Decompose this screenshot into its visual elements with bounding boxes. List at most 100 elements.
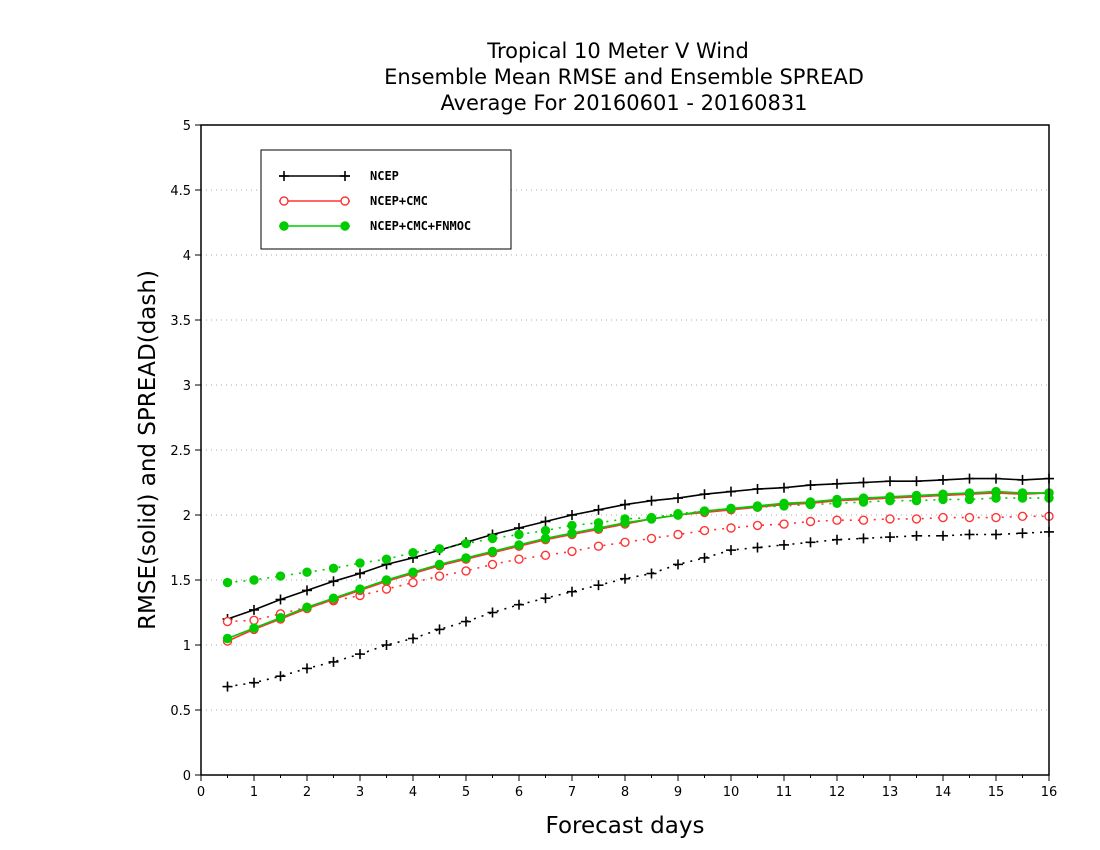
ncep-cmc-fnmoc-rmse-point [567,528,577,538]
x-tick-label: 14 [935,785,952,800]
ncep-cmc-spread-point [832,515,842,525]
x-tick-label: 10 [723,785,740,800]
ncep-cmc-fnmoc-rmse-point [249,623,259,633]
ncep-spread-point [1017,528,1028,539]
ncep-rmse-point [275,594,286,605]
legend-label: NCEP+CMC+FNMOC [370,219,471,233]
ncep-rmse-point [249,604,259,615]
ncep-cmc-spread-point [381,584,392,594]
series-lines [227,477,1050,688]
ncep-cmc-fnmoc-rmse-point [540,533,551,544]
ncep-spread-point [434,624,445,635]
chart-title: Tropical 10 Meter V Wind Ensemble Mean R… [384,39,864,115]
ncep-cmc-fnmoc-spread-point [355,558,365,568]
ncep-rmse-point [858,477,869,488]
legend-marker [340,221,350,231]
ncep-cmc-fnmoc-rmse-point [858,493,869,503]
ncep-cmc-fnmoc-spread-point [302,567,312,577]
x-tick-label: 1 [250,785,258,800]
x-tick-label: 7 [568,785,576,800]
ncep-rmse-point [911,476,922,487]
ncep-cmc-spread-point [885,514,895,524]
y-tick-label: 1 [183,639,191,654]
ncep-rmse-point [593,504,604,515]
title-line-3: Average For 20160601 - 20160831 [440,91,807,115]
ncep-cmc-spread-point [249,615,259,625]
ncep-cmc-fnmoc-spread-line [227,497,1049,584]
ncep-rmse-point [1017,474,1028,485]
ncep-rmse-point [567,510,577,520]
ncep-cmc-fnmoc-rmse-point [302,602,312,612]
ncep-spread-point [726,545,736,556]
ncep-spread-point [911,530,922,541]
ncep-spread-point [805,537,816,548]
ncep-spread-point [673,559,683,570]
ncep-rmse-point [620,499,630,510]
ncep-rmse-point [805,480,816,491]
ncep-cmc-spread-point [487,559,498,570]
ncep-rmse-point [964,473,975,484]
ncep-cmc-fnmoc-rmse-point [620,518,630,528]
x-tick-label: 0 [197,785,205,800]
ncep-rmse-point [752,484,763,494]
ncep-cmc-spread-point [222,616,233,627]
ncep-spread-point [858,533,869,544]
ncep-cmc-fnmoc-rmse-point [779,498,789,508]
y-axis: 0 0.5 1 1.5 2 2.5 3 3.5 4 4.5 5 [170,119,201,784]
ncep-spread-point [699,552,710,563]
x-tick-label: 9 [674,785,682,800]
ncep-cmc-spread-point [779,519,789,529]
title-line-2: Ensemble Mean RMSE and Ensemble SPREAD [384,65,864,89]
ncep-cmc-spread-point [646,533,657,544]
grid [201,189,1049,711]
y-axis-title: RMSE(solid) and SPREAD(dash) [135,270,161,630]
ncep-spread-point [885,532,895,543]
legend-item: NCEP+CMC+FNMOC [279,219,471,233]
ncep-cmc-fnmoc-spread-point [381,554,392,564]
ncep-spread-point [328,656,339,667]
ncep-cmc-fnmoc-spread-point [249,575,259,585]
ncep-cmc-fnmoc-rmse-point [275,613,286,623]
ncep-cmc-fnmoc-spread-point [434,544,445,554]
x-tick-label: 11 [776,785,793,800]
ncep-cmc-fnmoc-rmse-point [805,497,816,507]
legend-item: NCEP [279,169,399,183]
ncep-cmc-fnmoc-spread-point [567,520,577,531]
ncep-spread-point [355,649,365,660]
ncep-rmse-point [991,473,1001,484]
ncep-spread-point [779,539,789,550]
ncep-cmc-spread-point [752,520,763,531]
ncep-cmc-spread-point [858,515,869,525]
ncep-rmse-point [540,516,551,527]
ncep-spread-point [646,568,657,579]
ncep-cmc-fnmoc-rmse-point [461,553,471,563]
ncep-rmse-point [726,486,736,497]
legend-marker [279,196,289,206]
ncep-cmc-fnmoc-rmse-point [832,494,842,505]
ncep-cmc-fnmoc-spread-point [540,525,551,536]
ncep-cmc-fnmoc-rmse-point [646,514,657,524]
legend-box [260,149,512,250]
legend-marker [340,171,350,181]
ncep-cmc-fnmoc-rmse-point [222,633,233,644]
ncep-cmc-fnmoc-rmse-point [673,510,683,520]
ncep-rmse-point [938,474,948,485]
ncep-cmc-fnmoc-rmse-point [381,575,392,585]
ncep-cmc-spread-point [567,546,577,557]
ncep-cmc-fnmoc-spread-point [408,548,418,558]
x-tick-label: 4 [409,785,417,800]
legend-marker [279,171,289,181]
ncep-cmc-fnmoc-rmse-point [487,546,498,557]
x-tick-label: 13 [882,785,899,800]
y-tick-label: 0 [183,769,191,784]
ncep-spread-point [461,616,471,627]
ncep-spread-point [275,671,286,682]
ncep-cmc-spread-point [938,512,948,523]
ncep-cmc-spread-point [593,541,604,551]
ncep-cmc-fnmoc-rmse-point [752,501,763,511]
ncep-cmc-spread-line [227,515,1049,623]
ncep-spread-point [540,593,551,604]
x-tick-label: 16 [1041,785,1058,800]
ncep-cmc-spread-point [620,537,630,547]
ncep-cmc-spread-point [805,516,816,527]
